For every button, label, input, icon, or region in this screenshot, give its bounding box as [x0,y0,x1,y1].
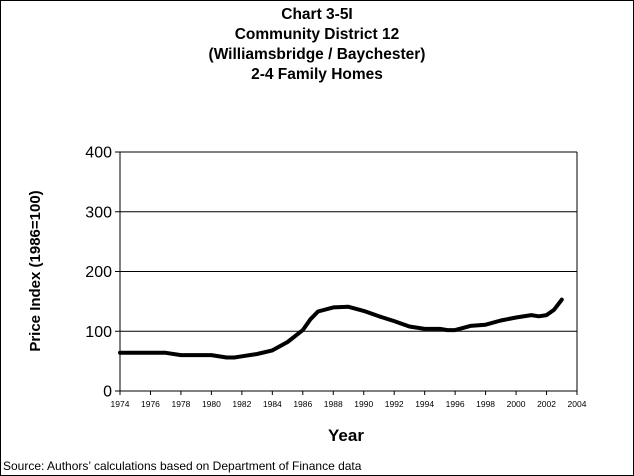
x-tick-label-1988: 1988 [324,399,343,409]
x-axis-title: Year [328,426,364,445]
x-tick-label-1984: 1984 [263,399,282,409]
chart-title-line-1: Chart 3-5I [281,6,353,23]
x-tick-label-1996: 1996 [446,399,465,409]
x-tick-label-1974: 1974 [111,399,130,409]
x-tick-label-1982: 1982 [232,399,251,409]
x-tick-label-1992: 1992 [385,399,404,409]
x-tick-label-1980: 1980 [202,399,221,409]
chart-title: Chart 3-5I Community District 12 (Willia… [0,5,634,85]
y-tick-label-0: 0 [103,384,112,401]
series-line-0 [118,297,564,360]
y-tick-label-100: 100 [85,324,112,341]
x-tick-label-1978: 1978 [171,399,190,409]
source-note: Source: Authors’ calculations based on D… [3,459,362,473]
y-tick-label-300: 300 [85,204,112,221]
chart-title-line-4: 2-4 Family Homes [251,66,383,83]
y-axis-ticks: 0 100 200 300 400 [85,145,120,401]
chart-title-line-2: Community District 12 [234,26,400,43]
chart-title-line-3: (Williamsbridge / Baychester) [208,46,426,63]
x-tick-label-1998: 1998 [476,399,495,409]
y-tick-label-200: 200 [85,264,112,281]
series-layer [118,297,564,360]
y-axis-title: Price Index (1986=100) [27,190,44,351]
x-tick-label-1976: 1976 [141,399,160,409]
grid-lines [120,151,578,391]
x-axis-ticks: 1974 1976 1978 1980 1982 1984 1986 1988 1990 1992… [111,391,587,409]
x-tick-label-2004: 2004 [568,399,587,409]
x-tick-label-2000: 2000 [507,399,526,409]
x-tick-label-1986: 1986 [293,399,312,409]
x-tick-label-2002: 2002 [537,399,556,409]
x-tick-label-1990: 1990 [354,399,373,409]
y-tick-label-400: 400 [85,145,112,162]
x-tick-label-1994: 1994 [415,399,434,409]
